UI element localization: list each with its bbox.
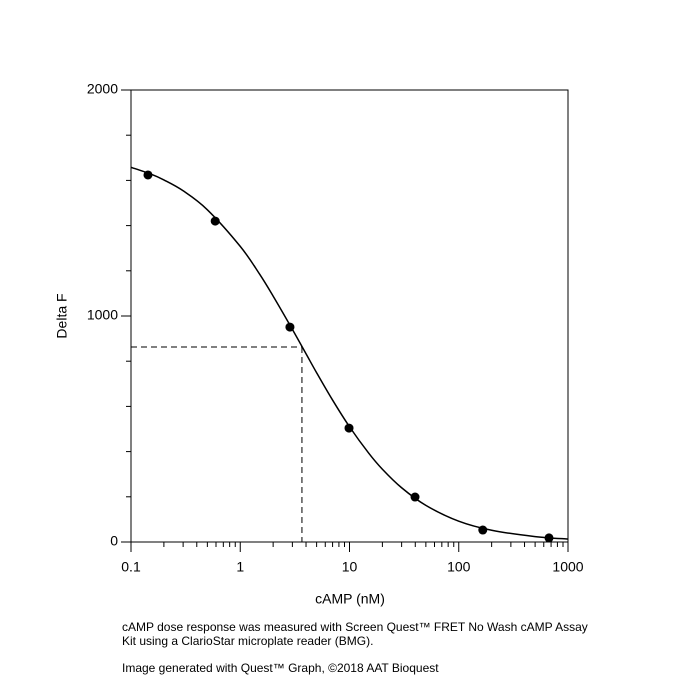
x-tick-label: 10 <box>342 559 358 575</box>
x-tick-label: 1000 <box>552 559 583 575</box>
y-tick-label: 1000 <box>87 307 118 323</box>
y-tick-label: 2000 <box>87 81 118 97</box>
x-tick-label: 0.1 <box>121 559 141 575</box>
caption: cAMP dose response was measured with Scr… <box>122 620 588 634</box>
caption: Kit using a ClarioStar microplate reader… <box>122 634 373 648</box>
x-tick-label: 100 <box>447 559 471 575</box>
caption: Image generated with Quest™ Graph, ©2018… <box>122 661 439 675</box>
plot-frame <box>130 89 569 543</box>
fit-curve <box>130 166 569 540</box>
x-axis-label: cAMP (nM) <box>315 591 385 607</box>
data-point <box>210 216 220 226</box>
x-tick-label: 1 <box>236 559 244 575</box>
y-tick-label: 0 <box>110 533 118 549</box>
y-axis-label: Delta F <box>54 293 70 338</box>
